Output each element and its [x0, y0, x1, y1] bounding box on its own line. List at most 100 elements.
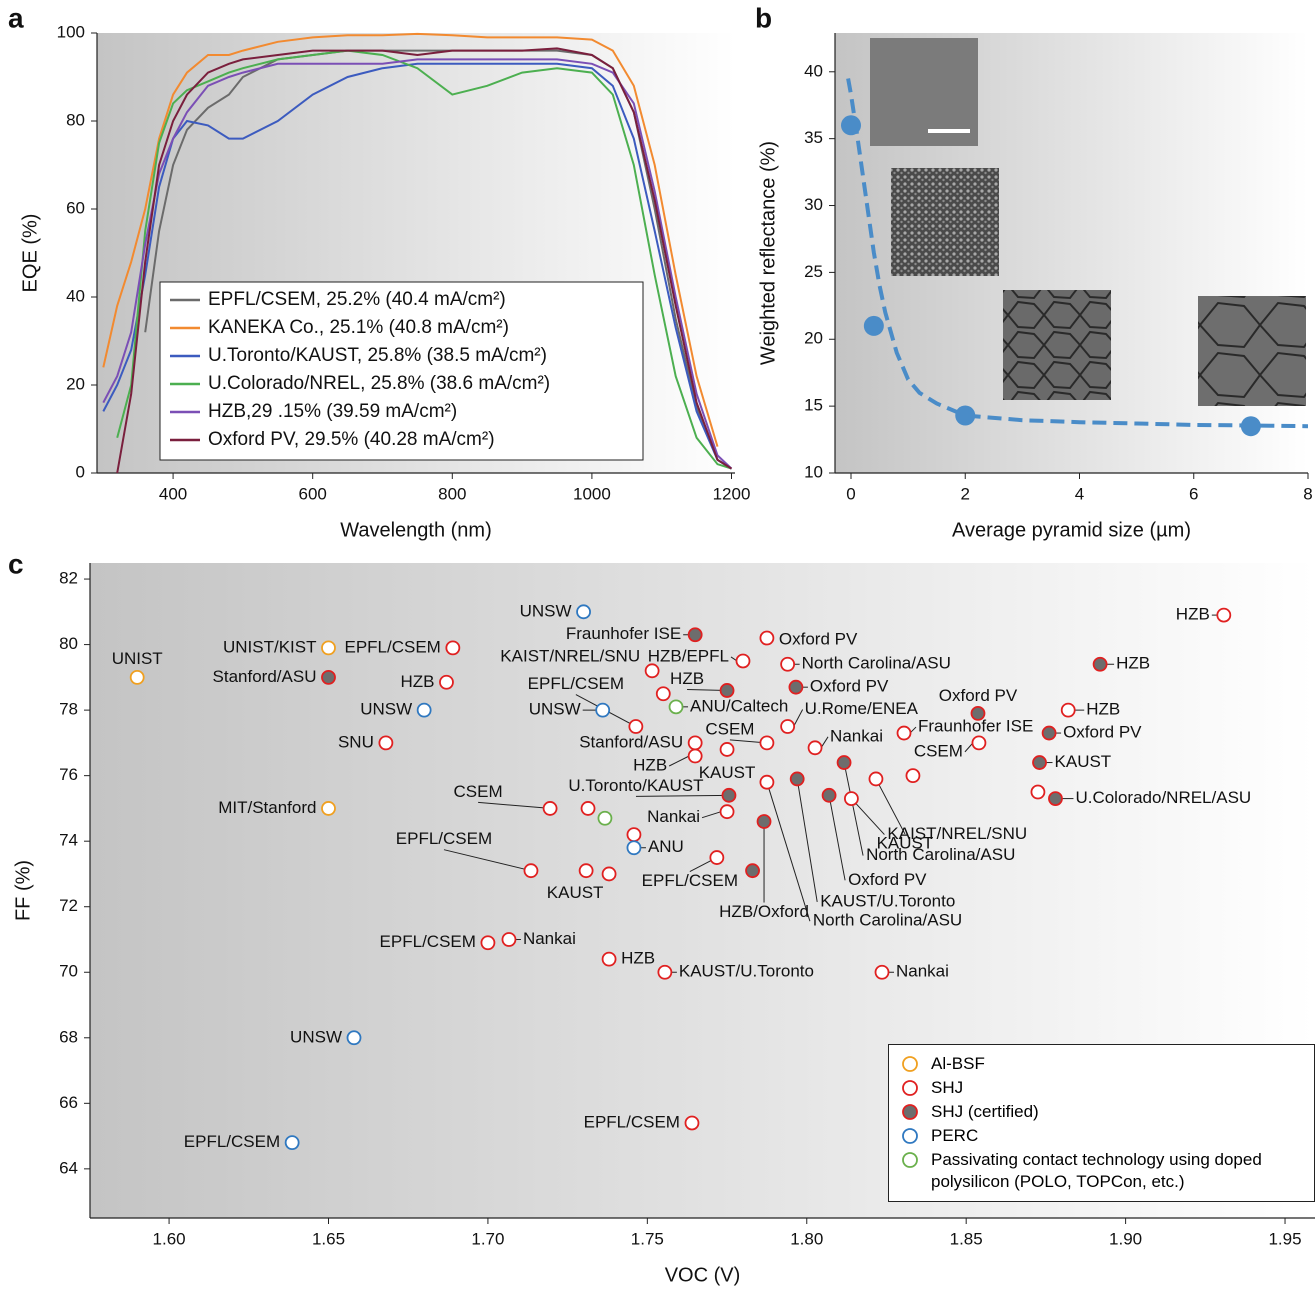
leader-line	[851, 798, 885, 835]
legend-label: Oxford PV, 29.5% (40.28 mA/cm²)	[208, 429, 495, 450]
leader-line	[668, 755, 690, 767]
sem-images	[870, 38, 1306, 406]
legend-label: U.Toronto/KAUST, 25.8% (38.5 mA/cm²)	[208, 345, 547, 366]
data-point	[597, 810, 613, 826]
data-point	[1030, 784, 1046, 800]
point-label: U.Colorado/NREL/ASU	[1075, 788, 1251, 807]
y-tick-label: 76	[59, 765, 78, 784]
legend-symbol	[902, 1056, 918, 1072]
y-tick-label: 10	[804, 462, 823, 481]
legend-label: Passivating contact technology using dop…	[931, 1150, 1262, 1191]
data-point	[580, 801, 596, 816]
point-label: KAUST	[877, 833, 934, 852]
data-point	[759, 630, 775, 646]
data-point	[789, 771, 805, 787]
x-tick-label: 0	[846, 484, 855, 503]
y-tick-label: 74	[59, 831, 78, 850]
data-point	[955, 405, 976, 426]
x-axis-label: Average pyramid size (µm)	[952, 519, 1191, 541]
point-label: EPFL/CSEM	[396, 829, 492, 848]
data-point	[780, 656, 796, 672]
data-point	[542, 801, 558, 816]
legend: Al-BSF SHJ SHJ (certified) PERC Passivating …	[888, 1044, 1315, 1202]
panel-label: c	[8, 548, 24, 579]
y-tick-label: 35	[804, 128, 823, 147]
data-point	[1048, 791, 1063, 806]
leader-line	[828, 795, 846, 881]
y-tick-label: 64	[59, 1158, 78, 1177]
leader-line	[766, 782, 811, 922]
x-tick-label: 1.75	[631, 1229, 664, 1248]
data-point	[684, 1115, 700, 1131]
point-label: ANU	[648, 837, 684, 856]
point-label: HZB	[1086, 700, 1120, 719]
legend-box	[159, 281, 644, 461]
legend-symbol	[902, 1104, 918, 1120]
point-label: U.Toronto/KAUST	[568, 776, 703, 795]
data-point	[719, 804, 735, 820]
y-tick-label: 60	[66, 198, 85, 217]
point-label: Nankai	[830, 726, 883, 745]
y-tick-label: 82	[59, 569, 78, 588]
data-point	[321, 640, 336, 656]
legend-label: PERC	[931, 1126, 979, 1145]
panel-label: b	[755, 2, 772, 33]
x-tick-label: 1.90	[1109, 1229, 1142, 1248]
data-point	[1060, 702, 1076, 718]
x-axis-label: Wavelength (nm)	[340, 519, 492, 541]
data-point	[1240, 416, 1261, 437]
data-point	[868, 771, 884, 787]
point-label: KAIST/NREL/SNU	[887, 824, 1027, 843]
x-tick-label: 800	[438, 484, 466, 503]
legend-marker	[902, 1080, 918, 1096]
legend-entry: SHJ (certified)	[897, 1101, 1306, 1123]
y-tick-label: 66	[59, 1093, 78, 1112]
data-point	[284, 1135, 300, 1151]
data-point	[626, 827, 642, 843]
x-tick-label: 1.80	[790, 1229, 823, 1248]
y-axis-label: EQE (%)	[19, 214, 41, 293]
x-tick-label: 1000	[573, 484, 611, 503]
data-point	[628, 719, 644, 734]
data-point	[905, 768, 921, 784]
y-axis-label: Weighted reflectance (%)	[757, 141, 779, 365]
data-point	[719, 683, 735, 698]
legend-label: HZB,29 .15% (39.59 mA/cm²)	[208, 401, 457, 422]
data-point	[971, 735, 987, 751]
x-tick-label: 8	[1303, 484, 1312, 503]
data-point	[601, 866, 617, 882]
data-point	[523, 863, 539, 879]
y-tick-label: 80	[66, 110, 85, 129]
leader-line	[478, 801, 551, 809]
legend-entry: SHJ	[897, 1077, 1306, 1099]
point-label: HZB	[670, 669, 704, 688]
point-label: Oxford PV	[848, 870, 927, 889]
point-label: HZB/EPFL	[648, 646, 729, 665]
point-label: Nankai	[647, 807, 700, 826]
point-label: KAUST	[547, 883, 604, 902]
x-tick-label: 4	[1075, 484, 1084, 503]
legend-symbol	[902, 1152, 918, 1168]
leader-line	[635, 794, 729, 797]
y-tick-label: 72	[59, 896, 78, 915]
legend-entry: PERC	[897, 1125, 1306, 1147]
data-point	[874, 964, 890, 980]
data-point	[863, 315, 884, 336]
leader-line	[796, 778, 818, 903]
leader-line	[875, 778, 906, 835]
data-point	[687, 735, 703, 751]
data-point	[1041, 725, 1057, 741]
fit-curve	[846, 78, 1309, 429]
legend-label: KANEKA Co., 25.1% (40.8 mA/cm²)	[208, 317, 509, 338]
point-label: EPFL/CSEM	[380, 932, 476, 951]
leader-line	[701, 811, 722, 819]
point-label: Fraunhofer ISE	[918, 717, 1033, 736]
data-point	[1032, 755, 1047, 770]
leader-line	[964, 742, 974, 753]
x-tick-label: 6	[1189, 484, 1198, 503]
point-label: UNSW	[520, 601, 572, 620]
point-label: EPFL/CSEM	[344, 637, 440, 656]
point-label: ANU/Caltech	[690, 696, 788, 715]
leader-line	[793, 709, 804, 727]
